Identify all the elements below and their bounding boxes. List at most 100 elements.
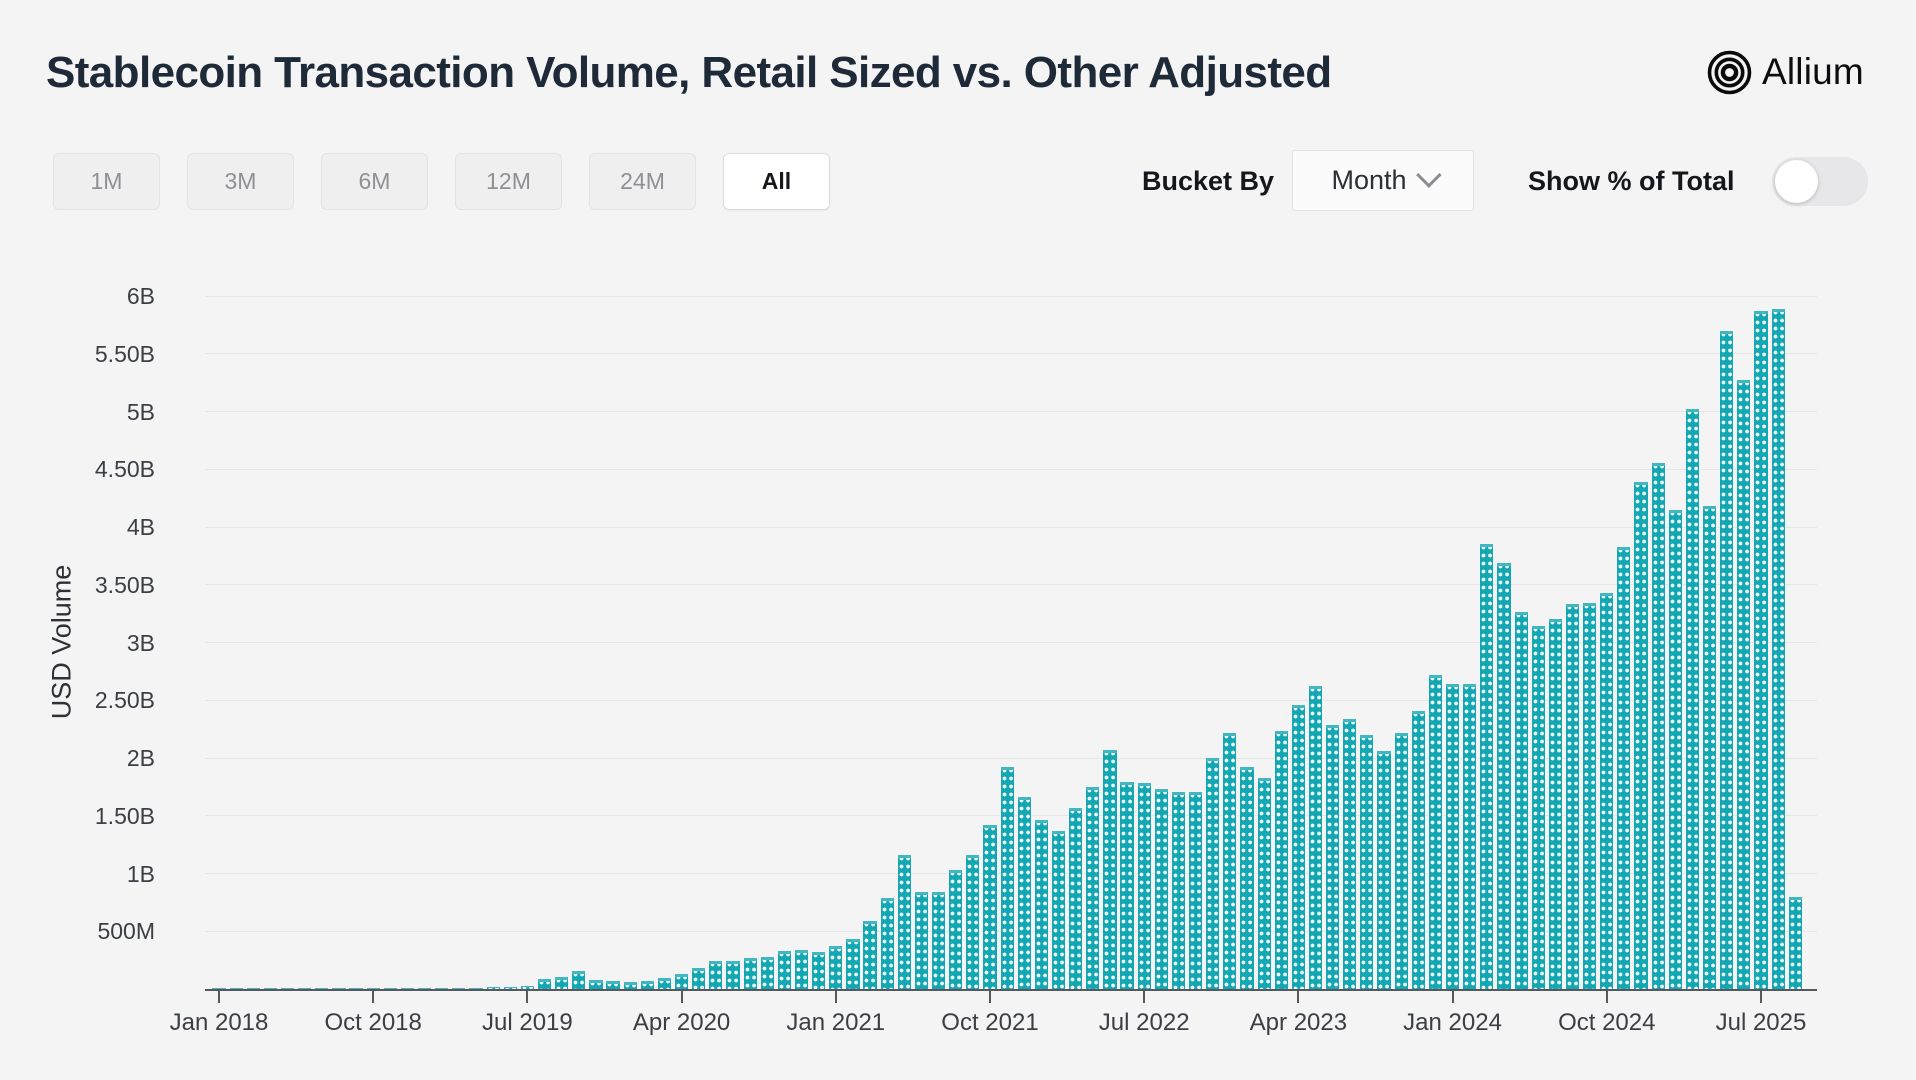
bar-mar-2021[interactable]	[863, 920, 877, 989]
bar-oct-2021[interactable]	[983, 825, 997, 989]
bar-may-2019[interactable]	[486, 987, 500, 989]
bar-oct-2020[interactable]	[777, 950, 791, 989]
bar-mar-2019[interactable]	[452, 987, 466, 989]
bar-jul-2021[interactable]	[931, 891, 946, 989]
bar-jun-2023[interactable]	[1326, 724, 1340, 989]
bar-dec-2024[interactable]	[1634, 481, 1648, 989]
bar-nov-2018[interactable]	[383, 988, 397, 989]
bar-jul-2020[interactable]	[726, 961, 740, 989]
bar-jun-2018[interactable]	[298, 988, 312, 989]
bar-oct-2022[interactable]	[1188, 791, 1203, 989]
bar-apr-2019[interactable]	[469, 987, 483, 989]
bar-jan-2024[interactable]	[1445, 684, 1460, 989]
bucket-by-dropdown[interactable]: Month	[1292, 150, 1474, 211]
bar-nov-2020[interactable]	[794, 949, 809, 989]
bar-aug-2022[interactable]	[1154, 789, 1168, 989]
bar-mar-2024[interactable]	[1480, 544, 1494, 989]
bar-nov-2024[interactable]	[1617, 546, 1631, 989]
bar-aug-2018[interactable]	[332, 988, 346, 989]
bar-dec-2019[interactable]	[606, 980, 620, 989]
bar-feb-2020[interactable]	[640, 980, 654, 989]
bar-jul-2019[interactable]	[520, 986, 534, 989]
bar-may-2021[interactable]	[897, 855, 911, 989]
bar-jul-2022[interactable]	[1137, 783, 1151, 989]
bar-feb-2018[interactable]	[229, 988, 243, 989]
bar-jul-2023[interactable]	[1343, 718, 1357, 989]
bar-dec-2018[interactable]	[400, 988, 415, 989]
bar-apr-2024[interactable]	[1497, 562, 1511, 989]
bar-dec-2020[interactable]	[812, 952, 826, 989]
range-button-6m[interactable]: 6M	[321, 153, 428, 210]
bar-aug-2023[interactable]	[1360, 734, 1374, 989]
bar-dec-2021[interactable]	[1017, 797, 1031, 989]
range-button-1m[interactable]: 1M	[53, 153, 160, 210]
bar-jul-2018[interactable]	[315, 988, 329, 989]
bar-may-2023[interactable]	[1308, 686, 1323, 989]
bar-apr-2023[interactable]	[1291, 704, 1305, 989]
bar-mar-2023[interactable]	[1274, 731, 1288, 989]
bar-mar-2022[interactable]	[1069, 807, 1083, 989]
bar-jan-2022[interactable]	[1034, 820, 1048, 989]
bar-may-2020[interactable]	[692, 968, 706, 989]
bar-sep-2018[interactable]	[349, 988, 363, 989]
bar-jan-2021[interactable]	[829, 946, 843, 989]
bar-dec-2022[interactable]	[1223, 732, 1237, 989]
bar-aug-2024[interactable]	[1565, 604, 1580, 989]
bar-aug-2019[interactable]	[537, 979, 552, 989]
bar-oct-2019[interactable]	[572, 971, 586, 989]
bar-jun-2022[interactable]	[1120, 782, 1134, 989]
bar-may-2022[interactable]	[1103, 749, 1117, 989]
bar-aug-2021[interactable]	[949, 870, 963, 989]
bar-feb-2024[interactable]	[1463, 684, 1477, 989]
bar-dec-2023[interactable]	[1428, 674, 1443, 989]
bar-feb-2021[interactable]	[846, 939, 860, 989]
show-pct-toggle[interactable]	[1772, 157, 1868, 206]
bar-jan-2018[interactable]	[212, 988, 226, 989]
bar-apr-2025[interactable]	[1702, 506, 1717, 989]
range-button-all[interactable]: All	[723, 153, 830, 210]
range-button-12m[interactable]: 12M	[455, 153, 562, 210]
bar-sep-2022[interactable]	[1171, 791, 1186, 989]
bar-mar-2020[interactable]	[657, 978, 672, 989]
bar-jan-2019[interactable]	[417, 988, 432, 989]
bar-jan-2020[interactable]	[623, 981, 637, 989]
bar-aug-2020[interactable]	[743, 957, 757, 989]
bar-mar-2018[interactable]	[246, 988, 260, 989]
bar-nov-2019[interactable]	[589, 979, 603, 989]
bar-jul-2024[interactable]	[1548, 619, 1562, 989]
bar-sep-2020[interactable]	[760, 956, 774, 989]
bar-jun-2021[interactable]	[914, 891, 929, 989]
range-button-24m[interactable]: 24M	[589, 153, 696, 210]
bar-oct-2024[interactable]	[1600, 592, 1614, 989]
bar-apr-2020[interactable]	[674, 974, 689, 989]
bar-may-2018[interactable]	[280, 988, 295, 989]
bar-jan-2023[interactable]	[1240, 767, 1254, 989]
bar-nov-2023[interactable]	[1411, 710, 1425, 989]
bar-jun-2024[interactable]	[1531, 626, 1545, 989]
bar-sep-2023[interactable]	[1377, 751, 1391, 989]
range-button-3m[interactable]: 3M	[187, 153, 294, 210]
bar-sep-2024[interactable]	[1583, 603, 1597, 989]
bar-nov-2022[interactable]	[1206, 758, 1220, 989]
bar-nov-2021[interactable]	[1000, 767, 1014, 989]
bar-mar-2025[interactable]	[1685, 409, 1700, 989]
bar-aug-2025[interactable]	[1771, 308, 1785, 989]
bar-sep-2025[interactable]	[1788, 896, 1802, 989]
bar-feb-2022[interactable]	[1051, 830, 1066, 989]
bar-feb-2025[interactable]	[1668, 509, 1682, 989]
bar-apr-2022[interactable]	[1086, 786, 1100, 989]
bar-apr-2018[interactable]	[263, 988, 277, 989]
bar-jun-2020[interactable]	[709, 961, 723, 989]
bar-may-2025[interactable]	[1720, 330, 1734, 989]
bar-apr-2021[interactable]	[880, 897, 894, 989]
bar-feb-2019[interactable]	[435, 987, 449, 989]
bar-sep-2021[interactable]	[966, 855, 980, 989]
bar-may-2024[interactable]	[1514, 612, 1528, 989]
bar-sep-2019[interactable]	[555, 977, 569, 989]
bar-feb-2023[interactable]	[1257, 777, 1271, 989]
bar-jul-2025[interactable]	[1754, 311, 1768, 989]
bar-oct-2018[interactable]	[366, 988, 380, 989]
bar-jun-2019[interactable]	[503, 986, 517, 989]
bar-oct-2023[interactable]	[1394, 732, 1408, 989]
bar-jan-2025[interactable]	[1651, 463, 1665, 989]
